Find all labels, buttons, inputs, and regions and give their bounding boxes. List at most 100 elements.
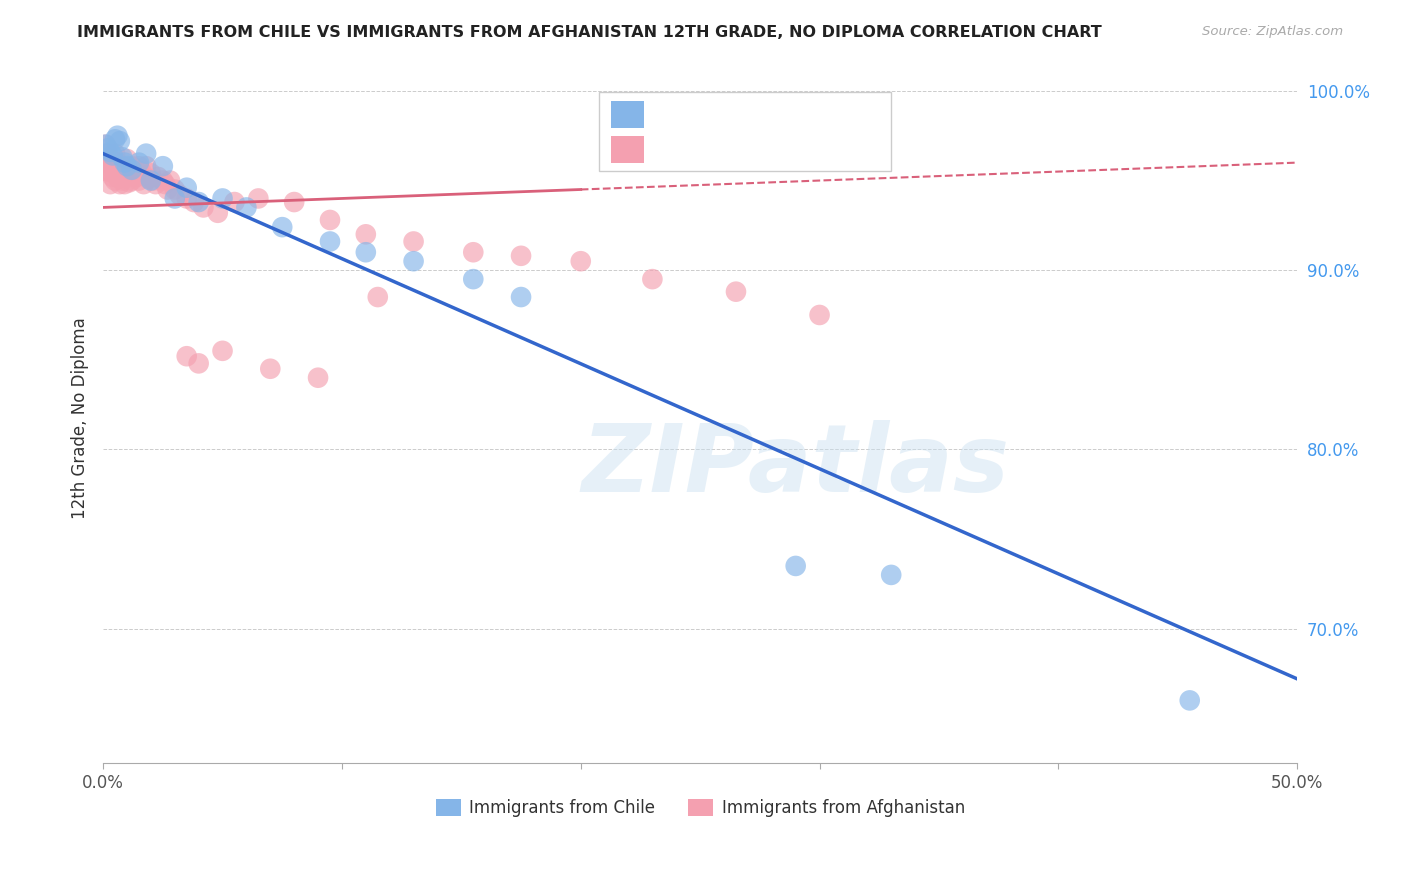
Point	[121, 159, 143, 173]
Point	[104, 146, 127, 161]
Point	[128, 155, 150, 169]
Point	[159, 173, 181, 187]
Point	[135, 159, 157, 173]
Point	[101, 148, 124, 162]
Text: IMMIGRANTS FROM CHILE VS IMMIGRANTS FROM AFGHANISTAN 12TH GRADE, NO DIPLOMA CORR: IMMIGRANTS FROM CHILE VS IMMIGRANTS FROM…	[77, 25, 1102, 40]
Point	[641, 272, 664, 286]
Point	[463, 245, 485, 260]
Point	[808, 308, 831, 322]
Point	[97, 141, 120, 155]
Point	[121, 162, 143, 177]
Point	[98, 152, 121, 166]
Point	[131, 164, 153, 178]
Point	[108, 134, 131, 148]
Point	[724, 285, 747, 299]
Point	[183, 195, 205, 210]
Point	[94, 137, 117, 152]
Point	[135, 146, 157, 161]
Legend: Immigrants from Chile, Immigrants from Afghanistan: Immigrants from Chile, Immigrants from A…	[429, 792, 972, 824]
Point	[118, 175, 141, 189]
FancyBboxPatch shape	[610, 102, 644, 128]
Point	[354, 245, 377, 260]
Point	[152, 173, 174, 187]
Point	[121, 173, 143, 187]
Text: N =: N =	[772, 138, 803, 156]
Point	[146, 169, 169, 184]
Text: N =: N =	[772, 102, 803, 120]
Point	[97, 159, 120, 173]
Point	[107, 155, 129, 169]
Text: R =: R =	[657, 102, 686, 120]
Point	[107, 169, 129, 184]
Point	[114, 164, 136, 178]
Point	[402, 254, 425, 268]
Point	[125, 169, 148, 184]
Point	[247, 191, 270, 205]
Text: 67: 67	[811, 138, 834, 156]
Point	[97, 146, 120, 161]
Point	[139, 166, 162, 180]
Point	[211, 191, 233, 205]
Point	[207, 206, 229, 220]
Point	[319, 213, 342, 227]
Point	[107, 128, 129, 143]
Point	[211, 343, 233, 358]
Point	[115, 166, 138, 180]
Point	[1178, 693, 1201, 707]
Text: Source: ZipAtlas.com: Source: ZipAtlas.com	[1202, 25, 1343, 38]
Point	[152, 159, 174, 173]
Point	[94, 137, 117, 152]
Point	[97, 164, 120, 178]
Text: 0.168: 0.168	[695, 138, 752, 156]
Point	[785, 558, 807, 573]
Point	[176, 191, 198, 205]
Point	[98, 177, 121, 191]
Point	[101, 159, 124, 173]
Text: -0.551: -0.551	[695, 102, 754, 120]
Point	[115, 159, 138, 173]
Point	[111, 150, 134, 164]
Point	[367, 290, 389, 304]
FancyBboxPatch shape	[610, 136, 644, 162]
Point	[187, 195, 209, 210]
Point	[155, 177, 177, 191]
Point	[145, 177, 167, 191]
Point	[163, 191, 186, 205]
Point	[259, 361, 281, 376]
Point	[111, 173, 134, 187]
Point	[187, 356, 209, 370]
Point	[235, 201, 257, 215]
Point	[156, 182, 179, 196]
Point	[114, 177, 136, 191]
Text: 29: 29	[811, 102, 834, 120]
Point	[569, 254, 592, 268]
Point	[510, 249, 533, 263]
Point	[224, 195, 246, 210]
Point	[104, 173, 127, 187]
Point	[114, 155, 136, 169]
Point	[138, 171, 160, 186]
Point	[98, 145, 121, 159]
Point	[176, 180, 198, 194]
Y-axis label: 12th Grade, No Diploma: 12th Grade, No Diploma	[72, 318, 89, 519]
Point	[139, 173, 162, 187]
Point	[193, 201, 215, 215]
Point	[108, 164, 131, 178]
Point	[354, 227, 377, 242]
Point	[104, 132, 127, 146]
Point	[132, 177, 155, 191]
Point	[122, 164, 145, 178]
Point	[94, 155, 117, 169]
Text: R =: R =	[657, 138, 686, 156]
Point	[108, 177, 131, 191]
Point	[283, 195, 305, 210]
Point	[115, 152, 138, 166]
Point	[118, 162, 141, 177]
Point	[510, 290, 533, 304]
Point	[128, 159, 150, 173]
Point	[176, 349, 198, 363]
Point	[128, 173, 150, 187]
Point	[163, 182, 186, 196]
Point	[104, 159, 127, 173]
Point	[101, 169, 124, 184]
